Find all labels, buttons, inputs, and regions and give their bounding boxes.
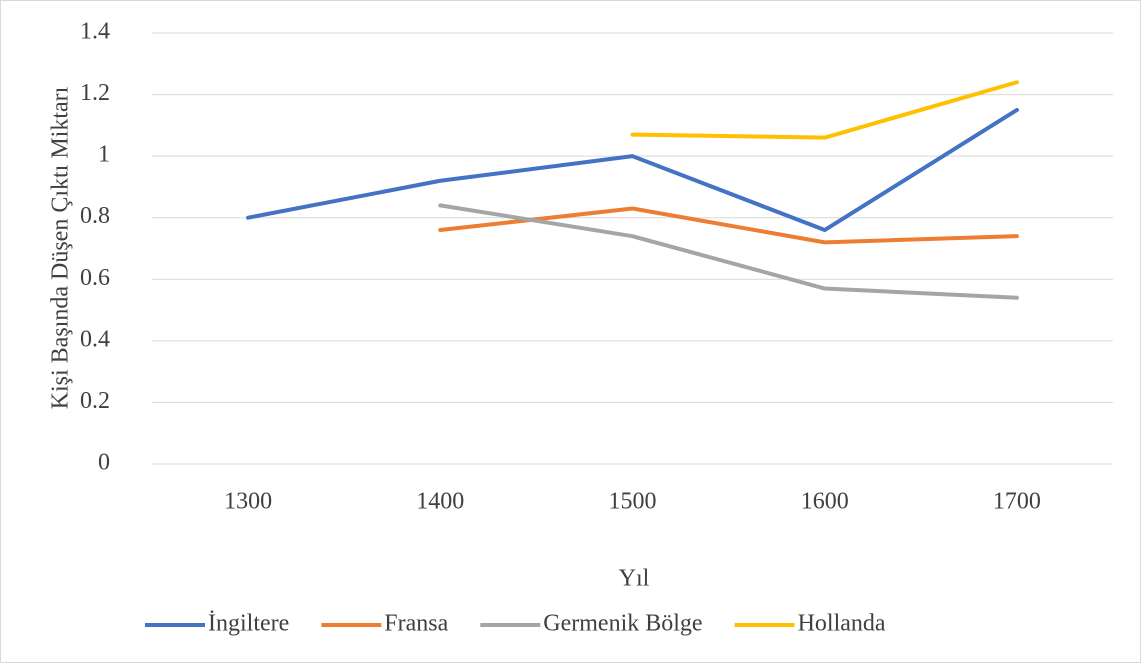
x-tick-label: 1600 — [801, 489, 849, 515]
x-tick-label: 1300 — [224, 489, 272, 515]
series-line — [630, 80, 1019, 140]
y-tick-label: 1.2 — [80, 80, 110, 106]
y-axis-title: Kişi Başında Düşen Çıktı Miktarı — [48, 86, 74, 409]
y-tick-label: 0.2 — [80, 388, 110, 414]
legend-label: İngiltere — [208, 611, 289, 637]
series-line — [438, 203, 1019, 300]
y-tick-label: 0.4 — [80, 326, 110, 352]
legend-label: Hollanda — [798, 611, 886, 637]
y-tick-label: 0.6 — [80, 265, 110, 291]
x-tick-label: 1500 — [609, 489, 657, 515]
x-tick-label: 1400 — [416, 489, 464, 515]
x-axis-title: Yıl — [619, 566, 650, 592]
y-tick-label: 0.8 — [80, 203, 110, 229]
series-line — [246, 107, 1019, 233]
legend-label: Germenik Bölge — [543, 611, 702, 637]
y-tick-label: 1.4 — [80, 19, 110, 45]
x-tick-label: 1700 — [993, 489, 1041, 515]
y-tick-label: 0 — [98, 450, 110, 476]
y-tick-label: 1 — [98, 142, 110, 168]
legend-label: Fransa — [384, 611, 448, 637]
